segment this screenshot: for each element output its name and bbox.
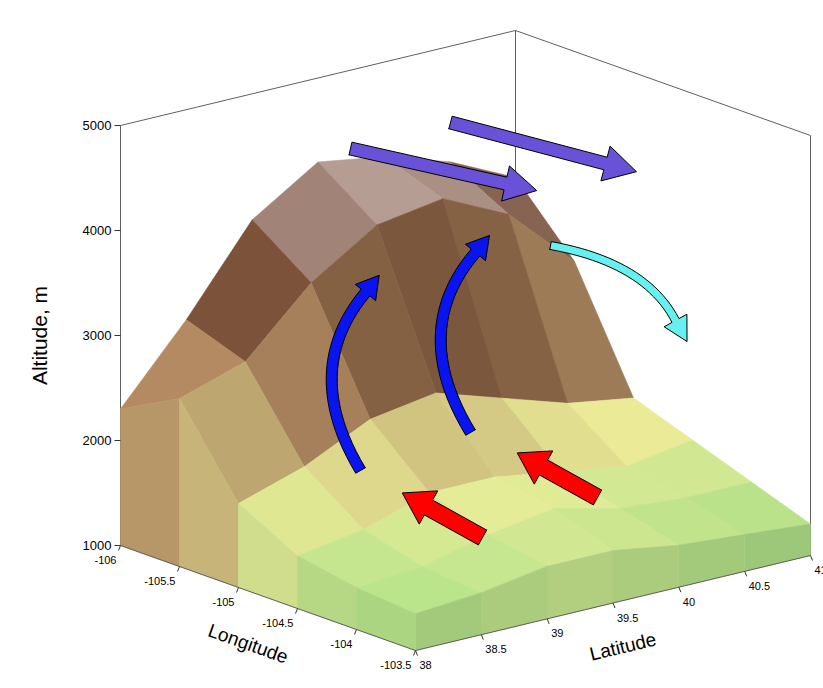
svg-text:38: 38 xyxy=(420,659,432,671)
svg-text:Latitude: Latitude xyxy=(588,628,659,664)
svg-text:38.5: 38.5 xyxy=(485,643,506,655)
svg-text:-105: -105 xyxy=(212,596,234,608)
svg-text:2000: 2000 xyxy=(83,433,112,448)
svg-text:Longitude: Longitude xyxy=(205,620,291,668)
svg-text:5000: 5000 xyxy=(83,118,112,133)
svg-text:-103.5: -103.5 xyxy=(380,659,411,671)
svg-text:-105.5: -105.5 xyxy=(144,575,175,587)
svg-text:39.5: 39.5 xyxy=(617,612,638,624)
svg-text:-104.5: -104.5 xyxy=(262,617,293,629)
svg-text:1000: 1000 xyxy=(83,538,112,553)
svg-text:41: 41 xyxy=(815,564,823,576)
svg-text:-104: -104 xyxy=(330,638,352,650)
svg-text:40.5: 40.5 xyxy=(749,580,770,592)
svg-text:-106: -106 xyxy=(94,554,116,566)
svg-text:Altitude, m: Altitude, m xyxy=(28,286,51,385)
svg-text:3000: 3000 xyxy=(83,328,112,343)
svg-text:39: 39 xyxy=(551,627,563,639)
svg-text:4000: 4000 xyxy=(83,223,112,238)
svg-text:40: 40 xyxy=(683,596,695,608)
